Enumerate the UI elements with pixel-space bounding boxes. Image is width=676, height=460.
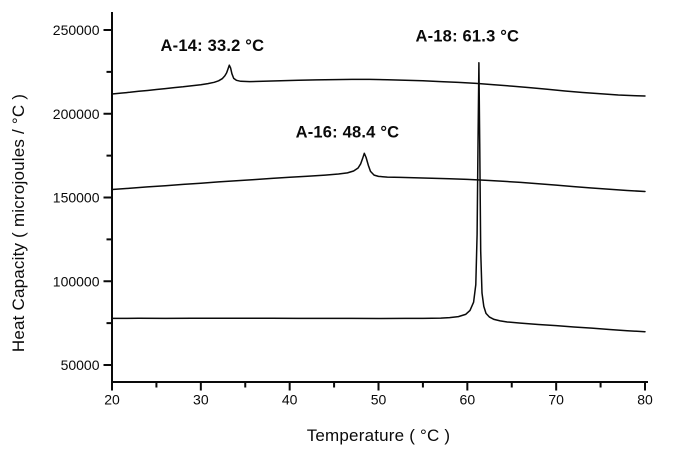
y-tick-label: 200000 — [53, 106, 100, 122]
y-tick-label: 100000 — [53, 273, 100, 289]
y-axis-title: Heat Capacity ( microjoules / °C ) — [9, 93, 28, 353]
x-tick-label: 20 — [104, 392, 120, 408]
x-tick-label: 60 — [460, 392, 476, 408]
x-tick-label: 40 — [282, 392, 298, 408]
y-tick-label: 150000 — [53, 190, 100, 206]
x-tick-label: 80 — [637, 392, 653, 408]
x-axis-title: Temperature ( °C ) — [306, 426, 451, 445]
x-tick-label: 70 — [548, 392, 564, 408]
series-curve-a-18 — [111, 61, 646, 333]
y-tick-label: 50000 — [61, 357, 100, 373]
series-curve-a-16 — [111, 152, 646, 193]
peak-annotation-a-16: A-16: 48.4 °C — [296, 124, 400, 142]
y-tick-label: 250000 — [53, 22, 100, 38]
peak-annotation-a-14: A-14: 33.2 °C — [161, 37, 265, 55]
x-tick-label: 30 — [193, 392, 209, 408]
series-curve-a-14 — [111, 64, 646, 97]
peak-annotation-a-18: A-18: 61.3 °C — [416, 28, 520, 46]
x-tick-label: 50 — [371, 392, 387, 408]
